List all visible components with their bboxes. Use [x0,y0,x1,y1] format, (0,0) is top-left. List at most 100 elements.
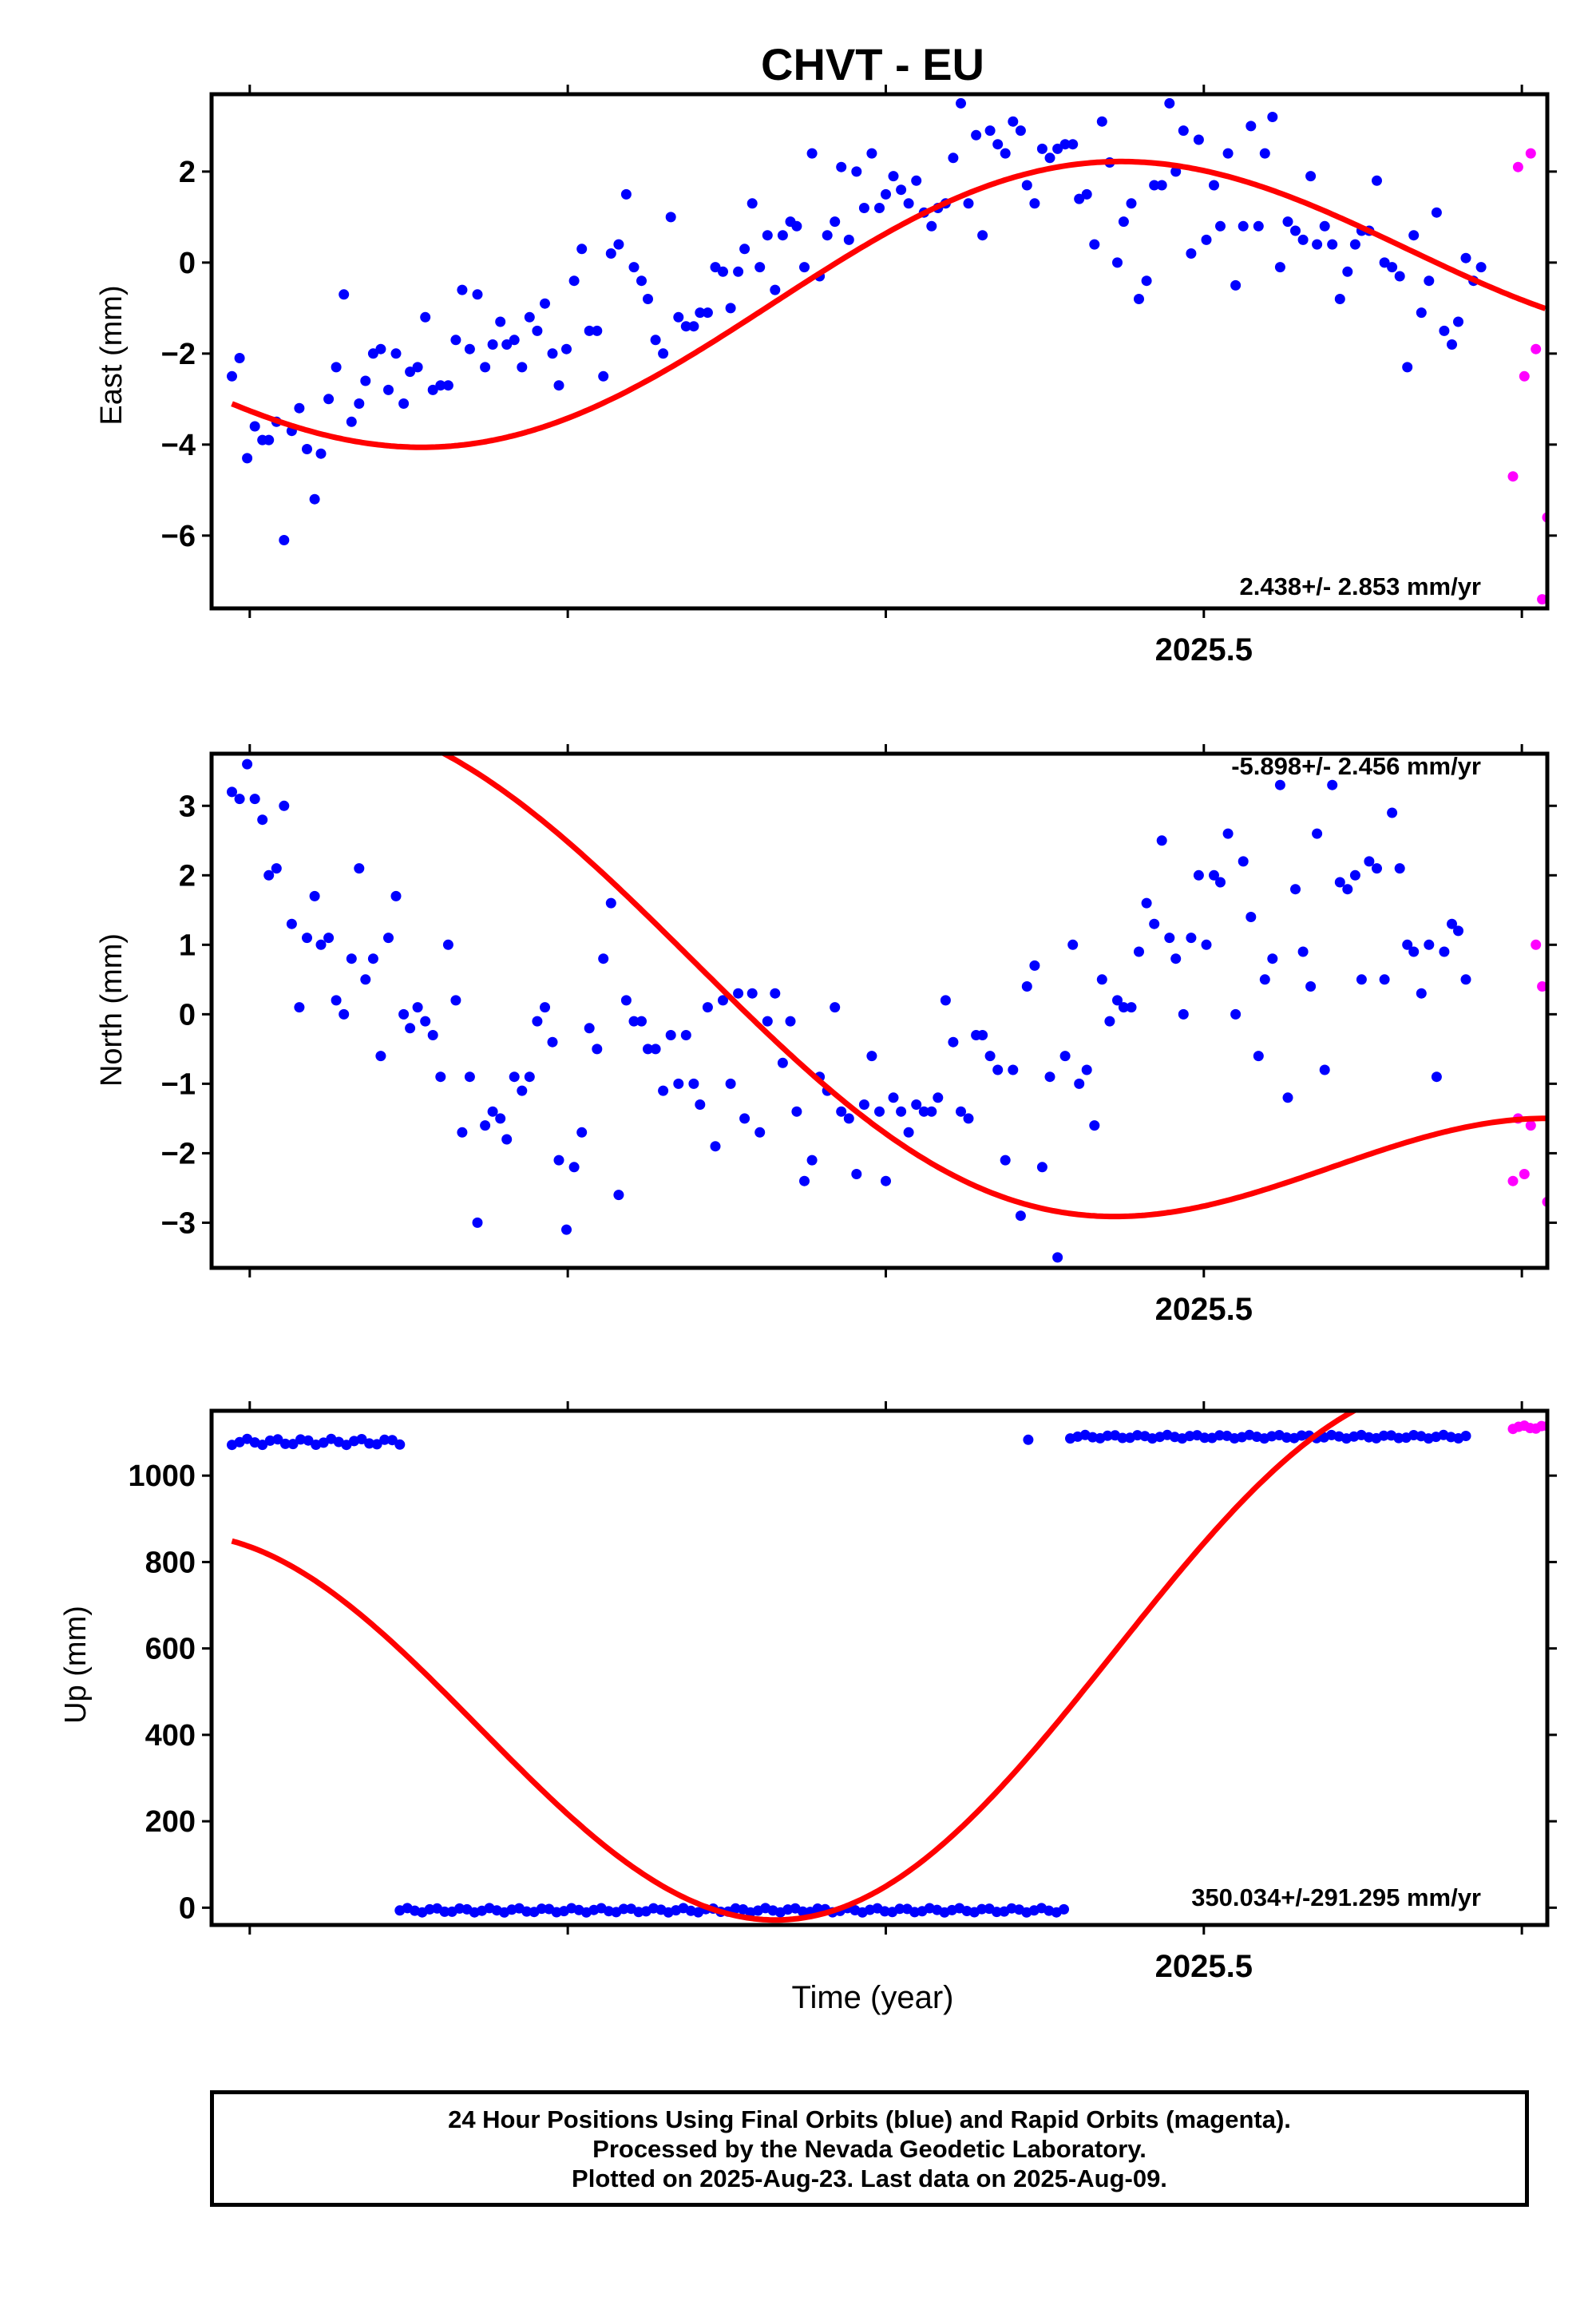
east-final-point [628,262,640,273]
east-final-point [956,97,966,109]
east-final-point [302,444,312,454]
up-ytick-label: 200 [145,1805,196,1839]
north-final-point [547,1036,558,1048]
east-final-point [501,339,513,350]
east-final-point [354,398,365,409]
east-final-point [1259,148,1270,159]
north-final-point [1402,939,1413,950]
north-final-point [1394,863,1405,874]
east-final-point [926,220,937,232]
east-panel: East (mm) 2.438+/- 2.853 mm/yr 2 0 −2 −4 −6 2… [95,85,1557,667]
east-final-point [851,166,862,177]
east-final-point [584,325,595,336]
east-final-point [1349,239,1360,250]
up-final-point [618,1903,629,1915]
east-final-point [1164,97,1175,109]
east-final-point [673,311,684,323]
east-final-point [1327,239,1338,250]
east-final-point [1402,362,1413,373]
east-final-point [977,230,988,241]
north-final-point [1246,912,1257,922]
north-final-point [464,1071,475,1083]
east-final-point [1290,225,1301,236]
north-final-point [1170,953,1182,964]
north-final-point [733,988,744,999]
north-final-point [665,1030,676,1040]
up-ytick-label: 800 [145,1546,196,1579]
east-final-point [1215,220,1226,232]
east-final-point [874,203,885,213]
north-final-point [1387,807,1398,818]
east-final-point [1074,193,1085,204]
north-final-point [725,1078,736,1089]
north-final-point [1356,974,1367,985]
east-final-point [725,303,736,314]
east-final-point [383,384,394,395]
north-ytick-label: 3 [179,790,196,823]
north-ytick-label: 2 [179,859,196,893]
north-final-point [888,1092,899,1103]
north-final-point [383,933,394,944]
north-final-point [911,1099,922,1110]
east-final-point [1149,180,1160,191]
up-final-point [536,1903,547,1915]
north-final-point [367,953,378,964]
up-final-point [386,1435,398,1446]
east-final-point [1394,271,1405,282]
north-final-point [1052,1252,1063,1263]
north-final-point [279,800,290,811]
north-final-point [398,1008,410,1020]
east-final-point [234,353,245,363]
east-final-point [1201,234,1212,245]
north-final-point [346,953,357,964]
east-fit-curve [231,158,1546,450]
north-final-point [1008,1064,1019,1075]
east-final-point [680,321,691,332]
north-final-point [613,1190,624,1201]
up-ylabel: Up (mm) [59,1606,93,1724]
north-final-point [1104,1016,1115,1027]
east-final-point [398,398,410,409]
up-final-point [295,1434,306,1445]
north-final-point [263,869,275,881]
east-final-point [806,148,818,159]
north-final-point [702,1002,713,1013]
north-ylabel: North (mm) [95,933,129,1087]
east-rapid-point [1525,148,1536,159]
north-final-point [1201,939,1212,950]
east-final-point [360,375,371,386]
east-final-point [540,298,550,309]
east-final-point [843,234,854,245]
east-plot-frame [209,92,1550,611]
east-final-point [480,362,491,373]
east-final-point [1118,216,1129,228]
north-final-point [896,1106,907,1117]
north-final-point [770,988,781,999]
east-final-point [747,198,758,209]
east-final-point [442,380,453,391]
east-final-point [576,244,588,255]
north-ytick-label: −2 [161,1137,196,1170]
north-final-point [1416,988,1427,999]
east-final-point [547,348,558,359]
north-final-point [1015,1210,1026,1222]
east-final-point [517,362,528,373]
north-final-point [992,1064,1004,1075]
east-final-point [620,188,632,200]
north-final-point [1312,828,1323,839]
north-final-point [984,1051,996,1062]
north-final-point [257,814,268,826]
up-final-point [976,1903,988,1915]
east-ylabel: East (mm) [95,285,129,425]
up-final-point [798,1906,808,1917]
north-final-point [1290,884,1301,895]
east-final-point [524,311,535,323]
north-final-point [487,1106,498,1117]
north-final-point [532,1016,543,1027]
north-final-point [227,786,237,798]
north-final-point [584,1023,595,1034]
north-final-point [739,1113,750,1124]
east-final-point [1238,220,1249,232]
east-final-point [896,184,907,196]
up-ytick-label: 0 [179,1891,196,1925]
